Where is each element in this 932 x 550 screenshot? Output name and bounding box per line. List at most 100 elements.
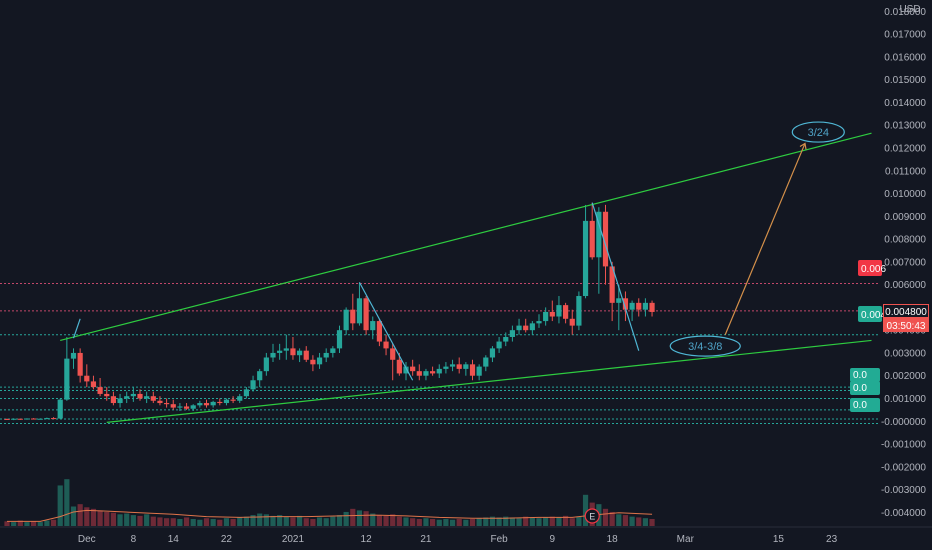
volume-bar <box>629 516 635 526</box>
annotation-ellipse <box>669 335 741 357</box>
candle-body <box>416 371 422 376</box>
volume-ma-line <box>7 509 653 522</box>
candle-body <box>589 220 595 258</box>
volume-bar <box>237 517 243 526</box>
candle-body <box>97 387 103 394</box>
volume-bar <box>243 516 249 526</box>
volume-bar <box>117 514 123 526</box>
time-tick-label: Dec <box>78 534 96 545</box>
candle-body <box>203 403 210 406</box>
candle-body <box>217 401 223 404</box>
candle-body <box>316 357 323 365</box>
volume-bar <box>297 515 303 526</box>
volume-bar <box>476 518 482 526</box>
volume-bar <box>609 511 615 526</box>
volume-bar <box>70 506 77 526</box>
candle-body <box>90 381 97 388</box>
horizontal-levels <box>0 282 880 425</box>
candle-body <box>343 309 349 331</box>
volume-bar <box>576 516 582 526</box>
volume-bar <box>90 508 97 526</box>
volume-bar <box>310 518 316 526</box>
trendline <box>72 318 81 339</box>
green-level-tag-c-box <box>850 398 880 412</box>
time-axis[interactable]: 16Dec8142220211221Feb918Mar1523 <box>0 526 932 545</box>
candle-body <box>124 396 130 399</box>
candle-body <box>383 341 389 349</box>
candle-body <box>410 366 416 372</box>
candle-body <box>642 302 648 310</box>
candle-body <box>50 418 57 420</box>
volume-bar <box>303 518 309 526</box>
axis-unit-label: USD <box>899 4 920 15</box>
candle-body <box>190 405 196 409</box>
candle-body <box>24 418 30 420</box>
candle-body <box>130 393 136 397</box>
candle-body <box>157 400 163 404</box>
price-tick-label: 0.017000 <box>884 30 926 41</box>
candle-body <box>569 318 575 326</box>
earnings-event-marker <box>584 508 600 524</box>
candle-body <box>403 366 409 374</box>
candle-body <box>596 211 602 258</box>
price-tick-label: 0.012000 <box>884 144 926 155</box>
trendline <box>60 132 872 342</box>
volume-bar <box>11 522 17 526</box>
time-tick-label: 21 <box>420 534 432 545</box>
candle-body <box>523 325 529 331</box>
volume-bar <box>203 518 210 526</box>
volume-bar <box>223 518 230 526</box>
candle-body <box>363 298 369 331</box>
volume-bar <box>449 519 456 526</box>
candle-body <box>536 321 542 324</box>
candle-body <box>622 298 629 310</box>
candle-body <box>104 393 110 397</box>
volume-bar <box>230 518 236 526</box>
volume-bar <box>31 521 37 526</box>
volume-bar <box>84 507 90 526</box>
candle-body <box>70 352 77 359</box>
price-tick-label: -0.001000 <box>881 440 926 451</box>
candle-body <box>283 348 289 351</box>
price-axis[interactable]: USD 0.018000 0.017000 0.016000 0.015000 0.01… <box>881 4 926 519</box>
volume-bar <box>104 511 110 526</box>
candle-body <box>616 298 622 303</box>
volume-bar <box>649 518 655 526</box>
candle-body <box>250 380 256 390</box>
volume-bar <box>509 517 515 526</box>
volume-bar <box>503 516 509 526</box>
candle-body <box>270 352 276 358</box>
candle-body <box>137 393 143 399</box>
volume-bar <box>370 513 376 526</box>
price-tick-label: -0.000000 <box>881 417 926 428</box>
volume-bar <box>157 517 163 526</box>
annotations: 3/24 3/4-3/8 E <box>584 121 845 524</box>
volume-bar <box>489 516 496 526</box>
volume-bar <box>376 515 382 526</box>
trendline <box>724 143 806 335</box>
volume-bar <box>97 510 103 526</box>
volume-bar <box>164 518 170 526</box>
candle-body <box>636 302 642 310</box>
time-tick-label: 8 <box>131 534 137 545</box>
volume-bar <box>582 494 589 526</box>
price-tick-label: 0.009000 <box>884 212 926 223</box>
candle-body <box>310 359 316 365</box>
candle-body <box>396 359 402 374</box>
candle-body <box>31 418 37 420</box>
price-tick-label: 0.013000 <box>884 121 926 132</box>
candle-body <box>77 352 83 376</box>
trendlines <box>60 132 872 423</box>
candle-body <box>376 321 382 342</box>
candle-body <box>529 323 535 331</box>
green-level-tag-b-box <box>850 381 880 395</box>
price-tick-label: -0.004000 <box>881 508 926 519</box>
candle-body <box>503 337 509 342</box>
last-price-tag-inner <box>884 305 928 317</box>
volume-bar <box>177 518 183 526</box>
candle-body <box>556 305 562 317</box>
candle-body <box>323 352 329 358</box>
volume-bar <box>4 521 10 526</box>
volume-bar <box>144 514 150 526</box>
